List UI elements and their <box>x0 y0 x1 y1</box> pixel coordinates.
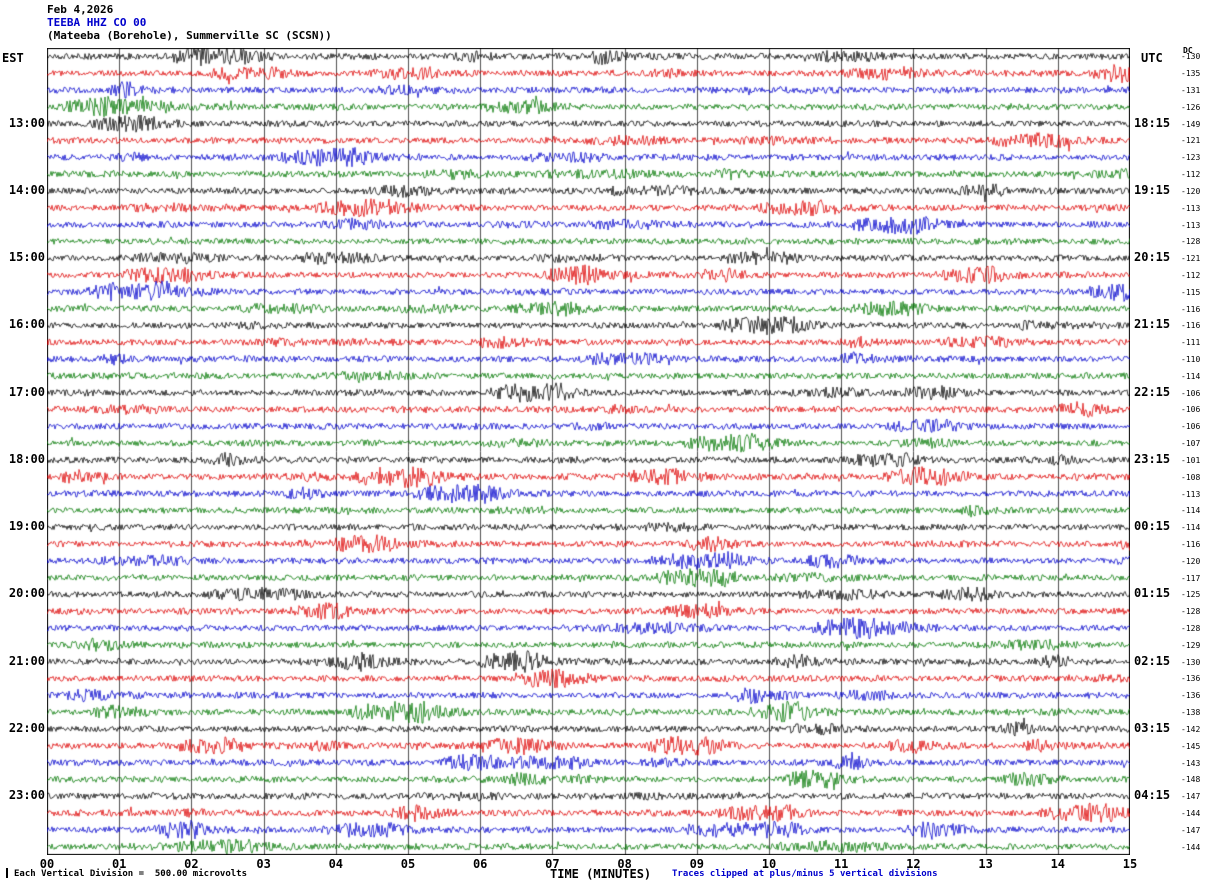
right-hour-label: 02:15 <box>1134 653 1171 668</box>
clip-note: Traces clipped at plus/minus 5 vertical … <box>672 869 938 879</box>
dc-value: -135 <box>1181 69 1201 79</box>
dc-value: -129 <box>1181 640 1201 650</box>
x-tick-label: 08 <box>617 857 632 871</box>
dc-value: -123 <box>1181 153 1201 163</box>
right-hour-label: 19:15 <box>1134 182 1171 197</box>
dc-value: -108 <box>1181 472 1201 482</box>
dc-value: -149 <box>1181 119 1201 129</box>
dc-value: -120 <box>1181 556 1201 566</box>
dc-value: -128 <box>1181 237 1201 247</box>
dc-value: -114 <box>1181 371 1201 381</box>
seismogram-canvas <box>47 48 1130 855</box>
x-tick-label: 05 <box>400 857 416 871</box>
dc-value: -131 <box>1181 86 1201 96</box>
x-tick-label: 15 <box>1122 857 1138 871</box>
x-tick-label: 10 <box>761 857 777 871</box>
dc-value: -112 <box>1181 270 1201 280</box>
dc-value: -136 <box>1181 691 1201 701</box>
dc-value: -114 <box>1181 506 1201 516</box>
x-tick-label: 13 <box>978 857 993 871</box>
x-tick-label: 00 <box>39 857 55 871</box>
dc-value: -121 <box>1181 136 1201 146</box>
dc-value: -107 <box>1181 439 1201 449</box>
header-date: Feb 4,2026 <box>47 3 114 16</box>
dc-value: -110 <box>1181 355 1201 365</box>
x-tick-label: 01 <box>111 857 127 871</box>
left-hour-label: 19:00 <box>8 519 45 534</box>
left-axis-title: EST <box>2 51 24 65</box>
vertical-division-marker <box>6 868 8 878</box>
x-tick-label: 06 <box>472 857 488 871</box>
dc-value: -117 <box>1181 573 1201 583</box>
dc-value: -144 <box>1181 808 1201 818</box>
dc-column-header: DC <box>1183 46 1193 55</box>
dc-value: -130 <box>1181 657 1201 667</box>
dc-value: -136 <box>1181 674 1201 684</box>
dc-value: -121 <box>1181 254 1201 264</box>
dc-value: -106 <box>1181 405 1201 415</box>
dc-value: -125 <box>1181 590 1201 600</box>
x-tick-label: 07 <box>545 857 560 871</box>
x-tick-label: 02 <box>184 857 199 871</box>
dc-value: -147 <box>1181 825 1201 835</box>
x-tick-label: 11 <box>833 857 849 871</box>
dc-value: -138 <box>1181 708 1201 718</box>
dc-value: -148 <box>1181 775 1201 785</box>
dc-value: -106 <box>1181 422 1201 432</box>
dc-value: -130 <box>1181 52 1201 62</box>
header-station: TEEBA HHZ CO 00 <box>47 16 147 29</box>
dc-value: -106 <box>1181 388 1201 398</box>
x-tick-label: 04 <box>328 857 344 871</box>
left-hour-label: 15:00 <box>8 250 45 265</box>
right-hour-label: 03:15 <box>1134 720 1171 735</box>
x-tick-label: 14 <box>1050 857 1066 871</box>
dc-value: -116 <box>1181 304 1201 314</box>
right-hour-label: 22:15 <box>1134 384 1171 399</box>
dc-value: -143 <box>1181 758 1201 768</box>
right-axis-title: UTC <box>1141 51 1163 65</box>
x-tick-label: 03 <box>256 857 271 871</box>
dc-value: -116 <box>1181 321 1201 331</box>
right-hour-label: 04:15 <box>1134 788 1171 803</box>
x-tick-label: 12 <box>906 857 921 871</box>
dc-value: -113 <box>1181 220 1201 230</box>
dc-value: -111 <box>1181 338 1201 348</box>
left-hour-label: 18:00 <box>8 451 45 466</box>
left-hour-label: 22:00 <box>8 720 45 735</box>
right-hour-label: 00:15 <box>1134 519 1171 534</box>
dc-value: -120 <box>1181 186 1201 196</box>
left-hour-label: 16:00 <box>8 317 45 332</box>
left-hour-label: 20:00 <box>8 586 45 601</box>
right-hour-label: 20:15 <box>1134 250 1171 265</box>
scale-note: Each Vertical Division = 500.00 microvol… <box>14 869 247 879</box>
dc-value: -113 <box>1181 489 1201 499</box>
header-location: (Mateeba (Borehole), Summerville SC (SCS… <box>47 29 332 42</box>
right-hour-label: 21:15 <box>1134 317 1171 332</box>
left-hour-label: 23:00 <box>8 788 45 803</box>
dc-value: -114 <box>1181 523 1201 533</box>
right-hour-label: 01:15 <box>1134 586 1171 601</box>
dc-value: -128 <box>1181 624 1201 634</box>
left-hour-label: 21:00 <box>8 653 45 668</box>
right-hour-label: 18:15 <box>1134 115 1171 130</box>
dc-value: -112 <box>1181 170 1201 180</box>
dc-value: -101 <box>1181 455 1201 465</box>
dc-value: -147 <box>1181 792 1201 802</box>
dc-value: -116 <box>1181 539 1201 549</box>
dc-value: -126 <box>1181 102 1201 112</box>
dc-value: -113 <box>1181 203 1201 213</box>
left-hour-label: 17:00 <box>8 384 45 399</box>
x-tick-label: 09 <box>689 857 705 871</box>
dc-value: -145 <box>1181 741 1201 751</box>
left-hour-label: 14:00 <box>8 182 45 197</box>
dc-value: -115 <box>1181 287 1201 297</box>
right-hour-label: 23:15 <box>1134 451 1171 466</box>
x-axis-title: TIME (MINUTES) <box>550 867 652 881</box>
dc-value: -144 <box>1181 842 1201 852</box>
dc-value: -142 <box>1181 724 1201 734</box>
dc-value: -128 <box>1181 607 1201 617</box>
left-hour-label: 13:00 <box>8 115 45 130</box>
